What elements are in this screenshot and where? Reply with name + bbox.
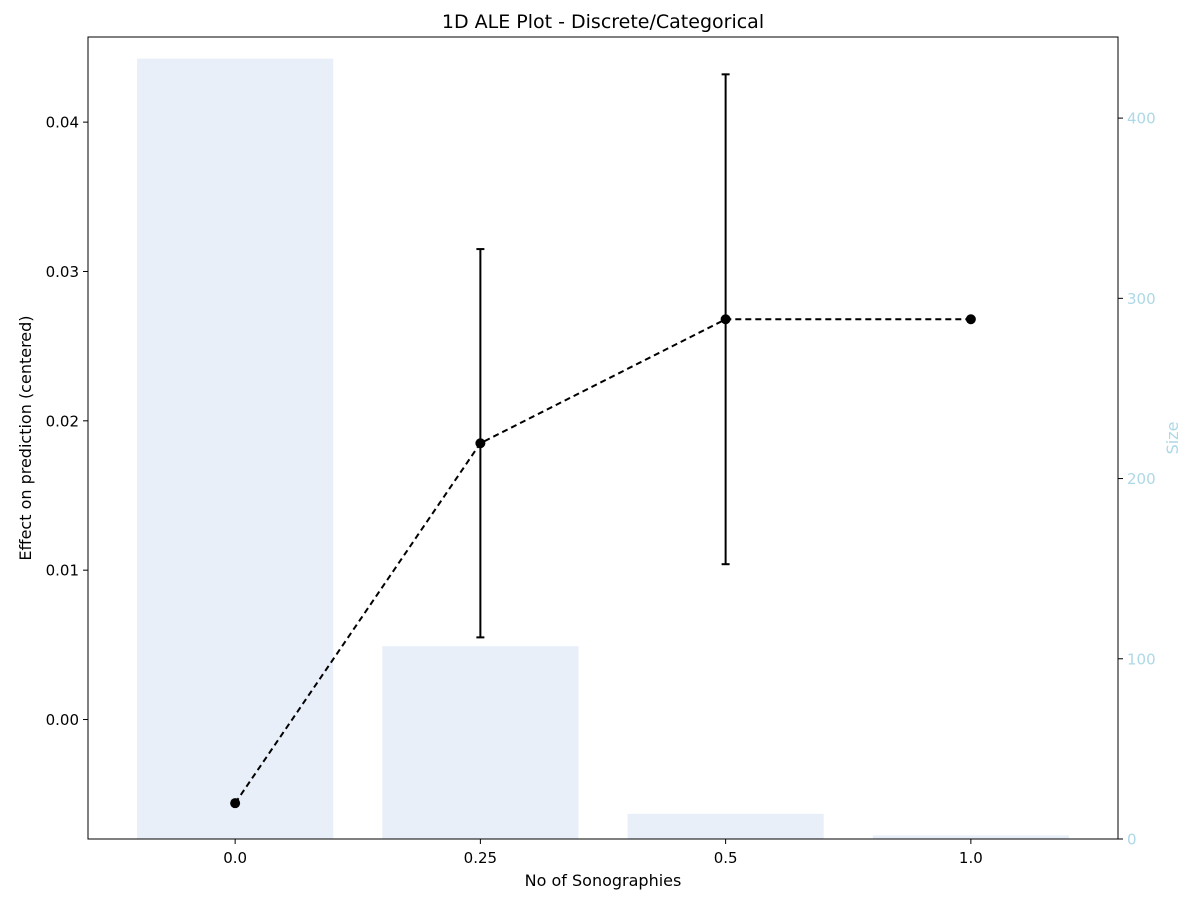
size-bar-0 <box>137 58 334 840</box>
y2-axis-label: Size <box>1163 422 1182 455</box>
y-axis-right: 0 100 200 300 400 <box>1118 110 1156 849</box>
y-tick-label-0: 0.00 <box>46 711 79 729</box>
y-tick-label-2: 0.02 <box>46 412 79 430</box>
plot-frame <box>87 36 1119 840</box>
x-axis-label: No of Sonographies <box>525 871 682 890</box>
y-tick-label-3: 0.03 <box>46 263 79 281</box>
y-axis-label: Effect on prediction (centered) <box>16 315 35 560</box>
size-bars <box>137 58 1069 840</box>
y-tick-label-4: 0.04 <box>46 114 79 132</box>
y2-tick-label-3: 300 <box>1127 290 1156 308</box>
chart-title: 1D ALE Plot - Discrete/Categorical <box>442 11 764 33</box>
size-bar-1 <box>382 646 579 839</box>
ale-point-3 <box>965 314 976 325</box>
ale-line-series <box>230 314 976 809</box>
y2-tick-label-1: 100 <box>1127 650 1156 668</box>
ale-point-0 <box>230 798 241 809</box>
y2-tick-label-0: 0 <box>1127 831 1137 849</box>
y2-tick-label-2: 200 <box>1127 470 1156 488</box>
x-tick-label-3: 1.0 <box>959 849 983 867</box>
x-tick-label-1: 0.25 <box>464 849 497 867</box>
ale-point-2 <box>720 314 731 325</box>
size-bar-3 <box>872 835 1069 839</box>
y2-tick-label-4: 400 <box>1127 110 1156 128</box>
x-tick-label-2: 0.5 <box>714 849 738 867</box>
y-tick-label-1: 0.01 <box>46 562 79 580</box>
x-tick-label-0: 0.0 <box>223 849 247 867</box>
x-axis: 0.0 0.25 0.5 1.0 <box>223 839 983 867</box>
ale-point-1 <box>475 438 486 449</box>
ci-error-bars <box>476 73 730 639</box>
size-bar-2 <box>627 813 824 839</box>
y-axis-left: 0.00 0.01 0.02 0.03 0.04 <box>46 114 88 729</box>
ale-line <box>234 318 971 804</box>
